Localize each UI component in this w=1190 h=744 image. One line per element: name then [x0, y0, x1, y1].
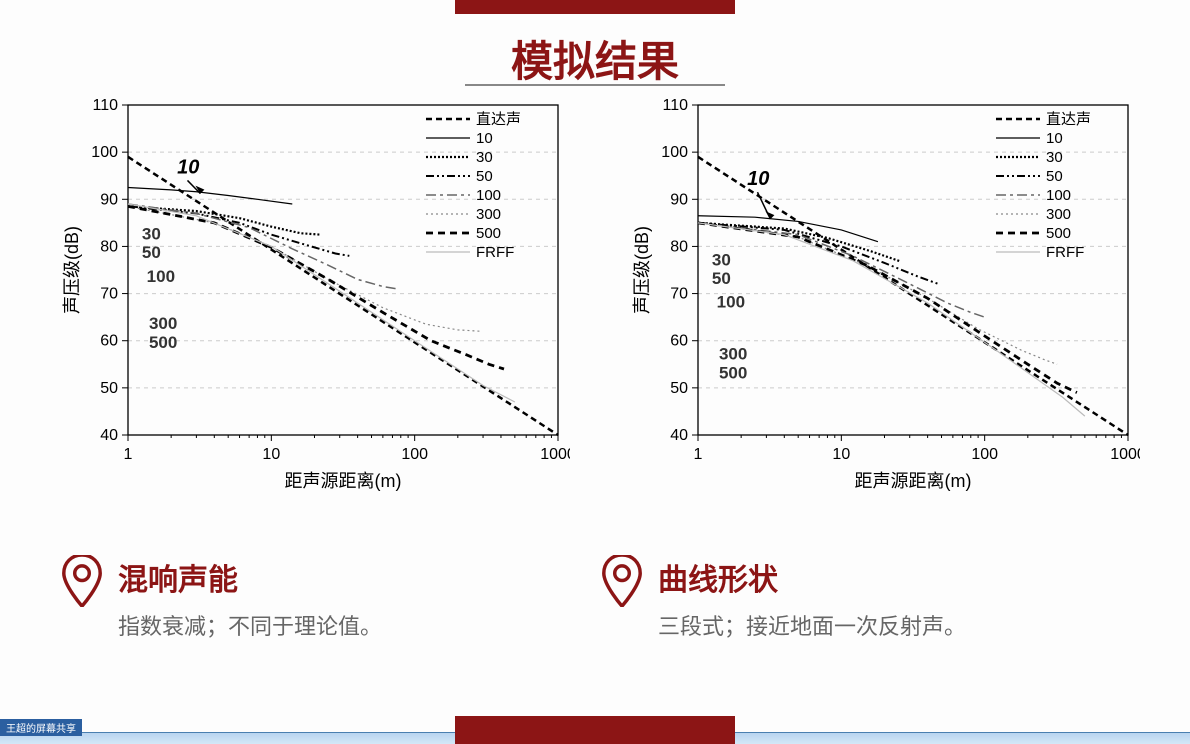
svg-text:100: 100 [91, 144, 118, 161]
svg-text:100: 100 [717, 293, 745, 312]
svg-text:500: 500 [1046, 225, 1071, 242]
bottom-accent-bar [455, 716, 735, 744]
map-pin-icon [60, 555, 104, 612]
svg-text:直达声: 直达声 [1046, 110, 1091, 128]
map-pin-icon [600, 555, 644, 612]
svg-text:90: 90 [670, 191, 688, 208]
left-chart: 4050607080901001101101001000距声源距离(m)声压级(… [60, 95, 570, 505]
point-right-text: 曲线形状 三段式；接近地面一次反射声。 [658, 555, 966, 641]
svg-text:100: 100 [147, 267, 175, 286]
svg-text:80: 80 [100, 238, 118, 255]
svg-text:100: 100 [476, 187, 501, 204]
svg-text:100: 100 [971, 446, 998, 463]
svg-text:10: 10 [262, 446, 280, 463]
svg-text:50: 50 [142, 243, 161, 262]
svg-text:300: 300 [719, 345, 747, 364]
svg-text:10: 10 [747, 168, 769, 190]
svg-text:100: 100 [661, 144, 688, 161]
point-left: 混响声能 指数衰减；不同于理论值。 [60, 555, 600, 641]
svg-text:10: 10 [832, 446, 850, 463]
svg-text:300: 300 [476, 206, 501, 223]
svg-text:10: 10 [177, 156, 199, 178]
svg-text:声压级(dB): 声压级(dB) [62, 226, 82, 314]
top-accent-bar [455, 0, 735, 14]
footer-tag: 王超的屏幕共享 [0, 719, 82, 736]
svg-text:1000: 1000 [1110, 446, 1140, 463]
point-left-body: 指数衰减；不同于理论值。 [118, 609, 382, 641]
svg-text:1: 1 [694, 446, 703, 463]
svg-text:50: 50 [670, 380, 688, 397]
point-right-body: 三段式；接近地面一次反射声。 [658, 609, 966, 641]
svg-text:10: 10 [476, 130, 493, 147]
svg-text:500: 500 [476, 225, 501, 242]
right-chart: 4050607080901001101101001000距声源距离(m)声压级(… [630, 95, 1140, 505]
svg-text:30: 30 [712, 250, 731, 269]
svg-text:50: 50 [476, 168, 493, 185]
svg-text:50: 50 [100, 380, 118, 397]
point-right-heading: 曲线形状 [658, 555, 966, 599]
points-row: 混响声能 指数衰减；不同于理论值。 曲线形状 三段式；接近地面一次反射声。 [0, 555, 1190, 641]
point-right: 曲线形状 三段式；接近地面一次反射声。 [600, 555, 1130, 641]
svg-text:10: 10 [1046, 130, 1063, 147]
svg-text:50: 50 [712, 269, 731, 288]
svg-text:60: 60 [100, 333, 118, 350]
svg-text:80: 80 [670, 238, 688, 255]
svg-text:FRFF: FRFF [1046, 244, 1084, 261]
svg-text:直达声: 直达声 [476, 110, 521, 128]
svg-text:500: 500 [719, 363, 747, 382]
svg-text:110: 110 [92, 97, 118, 114]
svg-text:300: 300 [149, 314, 177, 333]
svg-text:110: 110 [662, 97, 688, 114]
charts-row: 4050607080901001101101001000距声源距离(m)声压级(… [0, 95, 1190, 505]
svg-text:70: 70 [100, 286, 118, 303]
svg-text:声压级(dB): 声压级(dB) [632, 226, 652, 314]
svg-text:40: 40 [670, 427, 688, 444]
svg-text:40: 40 [100, 427, 118, 444]
page-title: 模拟结果 [511, 28, 679, 89]
svg-text:70: 70 [670, 286, 688, 303]
svg-text:距声源距离(m): 距声源距离(m) [285, 471, 402, 491]
svg-text:500: 500 [149, 333, 177, 352]
svg-text:30: 30 [476, 149, 493, 166]
svg-text:距声源距离(m): 距声源距离(m) [855, 471, 972, 491]
svg-text:100: 100 [401, 446, 428, 463]
svg-text:90: 90 [100, 191, 118, 208]
point-left-heading: 混响声能 [118, 555, 382, 599]
point-left-text: 混响声能 指数衰减；不同于理论值。 [118, 555, 382, 641]
svg-text:1: 1 [124, 446, 133, 463]
svg-text:50: 50 [1046, 168, 1063, 185]
svg-text:FRFF: FRFF [476, 244, 514, 261]
svg-text:30: 30 [1046, 149, 1063, 166]
svg-text:300: 300 [1046, 206, 1071, 223]
svg-text:100: 100 [1046, 187, 1071, 204]
title-underline [465, 84, 725, 86]
svg-text:1000: 1000 [540, 446, 570, 463]
svg-text:60: 60 [670, 333, 688, 350]
svg-text:30: 30 [142, 224, 161, 243]
